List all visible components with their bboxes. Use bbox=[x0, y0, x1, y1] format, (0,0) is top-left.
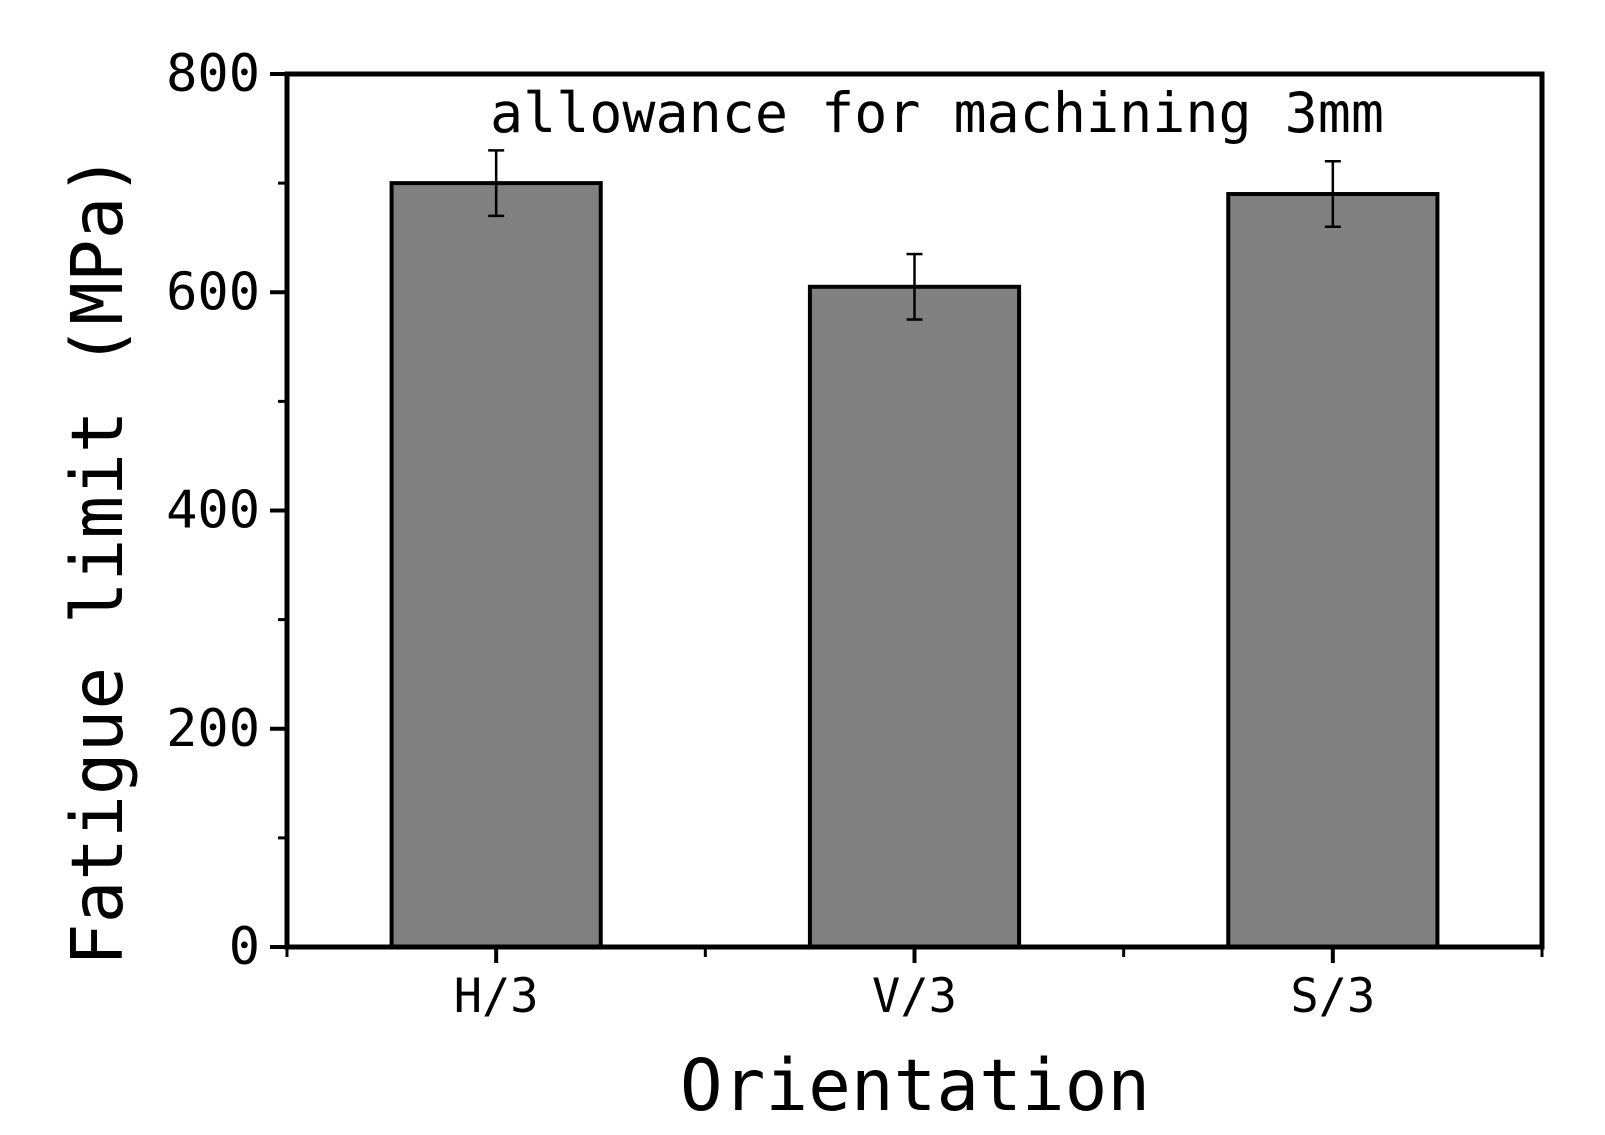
axis-tick-labels-group: 0 200 400 600 800 H/3 V/3 S/3 bbox=[166, 44, 1375, 1024]
y-tick-label: 600 bbox=[166, 262, 260, 322]
error-bar-h-3 bbox=[488, 149, 505, 218]
x-tick-label: S/3 bbox=[1290, 969, 1375, 1024]
error-bar-v-3 bbox=[906, 252, 923, 321]
plot-frame bbox=[284, 71, 1545, 950]
x-tick-label: H/3 bbox=[454, 969, 539, 1024]
bar-s-3 bbox=[1226, 192, 1440, 950]
error-bars-group bbox=[488, 149, 1341, 321]
x-tick-label: V/3 bbox=[872, 969, 957, 1024]
bar-h-3 bbox=[389, 181, 603, 949]
chart-annotation: allowance for machining 3mm bbox=[490, 81, 1384, 145]
x-axis-title: Orientation bbox=[680, 1044, 1150, 1127]
bar-v-3 bbox=[807, 284, 1022, 949]
y-axis-title: Fatigue limit (MPa) bbox=[56, 154, 139, 966]
y-tick-label: 800 bbox=[166, 44, 260, 104]
y-tick-label: 200 bbox=[166, 699, 260, 759]
y-tick-label: 400 bbox=[166, 481, 260, 541]
error-bar-s-3 bbox=[1324, 160, 1341, 229]
y-tick-label: 0 bbox=[229, 917, 260, 977]
